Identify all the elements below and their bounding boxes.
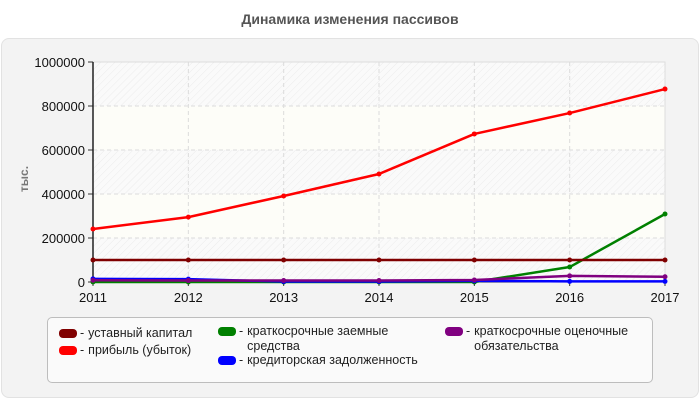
axes: 0 200000 400000 600000 800000 1000000 2011 2012… <box>34 55 679 305</box>
legend-item-accounts-payable[interactable]: - кредиторская задолженность <box>218 353 418 368</box>
legend-swatch <box>59 346 77 355</box>
svg-text:1000000: 1000000 <box>34 55 85 70</box>
series-lines <box>90 86 668 285</box>
svg-text:2013: 2013 <box>269 290 298 305</box>
svg-text:2014: 2014 <box>365 290 394 305</box>
svg-text:400000: 400000 <box>42 187 85 202</box>
svg-text:2016: 2016 <box>555 290 584 305</box>
svg-text:2017: 2017 <box>651 290 680 305</box>
legend-item-estimated-liabilities[interactable]: - краткосрочные оценочные обязательства <box>445 324 645 354</box>
grid-lines <box>93 61 665 282</box>
svg-text:800000: 800000 <box>42 99 85 114</box>
chart-title: Динамика изменения пассивов <box>241 11 459 27</box>
legend-item-charter-capital[interactable]: - уставный капитал <box>59 326 192 341</box>
legend-item-short-term-loans[interactable]: - краткосрочные заемные средства <box>218 324 408 354</box>
legend-swatch <box>445 327 463 336</box>
y-axis-label: тыс. <box>17 165 31 193</box>
svg-text:200000: 200000 <box>42 231 85 246</box>
legend-swatch <box>218 327 236 336</box>
legend-swatch <box>218 356 236 365</box>
svg-text:600000: 600000 <box>42 143 85 158</box>
legend: - уставный капитал - прибыль (убыток) - … <box>47 317 653 383</box>
svg-text:2015: 2015 <box>460 290 489 305</box>
legend-item-profit[interactable]: - прибыль (убыток) <box>59 343 191 358</box>
legend-swatch <box>59 329 77 338</box>
svg-text:2012: 2012 <box>174 290 203 305</box>
svg-text:2011: 2011 <box>79 290 107 305</box>
svg-text:0: 0 <box>78 275 85 290</box>
